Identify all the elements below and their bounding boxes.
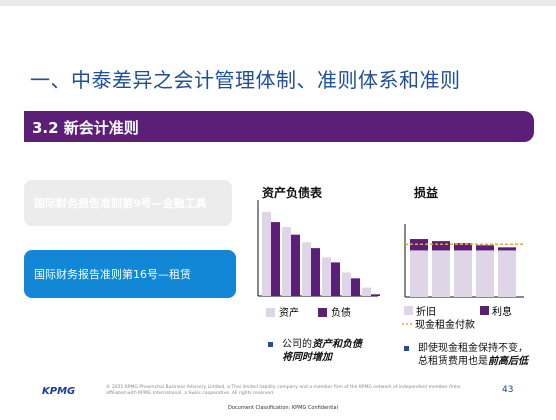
interest-bar	[498, 247, 516, 251]
interest-legend-swatch	[480, 306, 489, 315]
section-header: 3.2 新会计准则	[24, 111, 534, 142]
balance-sheet-chart	[257, 200, 380, 297]
ifrs9-label: 国际财务报告准则第9号—金融工具	[34, 197, 207, 210]
kpmg-logo: KPMG	[42, 386, 76, 397]
asset-bar	[342, 272, 351, 296]
bullet-marker	[268, 342, 273, 347]
bullet-marker	[404, 346, 409, 351]
pl-title: 损益	[414, 186, 439, 200]
copyright-note: © 2021 KPMG Phoomchai Business Advisory …	[106, 385, 461, 396]
page-number: 43	[502, 385, 514, 395]
bullet1-line2: 将同时增加	[282, 352, 332, 363]
balance-sheet-title: 资产负债表	[262, 186, 323, 200]
depreciation-bar	[498, 250, 516, 297]
liability-bar	[311, 248, 320, 296]
depreciation-bar	[410, 250, 428, 297]
depreciation-bar	[432, 250, 450, 297]
asset-bar	[282, 227, 291, 296]
bs-legend: 资产 负债	[266, 306, 351, 319]
liability-bar	[271, 222, 280, 296]
bullet-balance: 公司的资产和负债 将同时增加	[268, 338, 362, 364]
asset-bar	[322, 257, 331, 296]
ifrs16-card[interactable]: 国际财务报告准则第16号—租赁	[24, 250, 236, 298]
depreciation-legend-label: 折旧	[416, 305, 436, 318]
depreciation-legend-swatch	[404, 306, 413, 315]
top-strip	[0, 0, 556, 6]
liability-legend-label: 负债	[331, 306, 351, 319]
section-title: 3.2 新会计准则	[32, 119, 139, 137]
liability-bar	[331, 262, 340, 296]
interest-bar	[410, 239, 428, 251]
ifrs9-card[interactable]: 国际财务报告准则第9号—金融工具	[24, 180, 232, 226]
asset-bar	[262, 212, 271, 296]
bullet1-prefix: 公司的	[282, 339, 312, 350]
slide-title: 一、中泰差异之会计管理体制、准则体系和准则	[30, 68, 461, 92]
asset-legend-swatch	[266, 308, 275, 317]
ifrs16-label: 国际财务报告准则第16号—租赁	[34, 268, 191, 281]
asset-legend-label: 资产	[279, 306, 299, 319]
bullet-pl: 即使现金租金保持不变， 总租赁费用也是前高后低	[404, 342, 528, 368]
pl-chart	[404, 224, 524, 298]
interest-legend-label: 利息	[492, 305, 512, 318]
bullet2-prefix: 总租赁费用也是	[418, 356, 488, 367]
cash-rent-legend-label: 现金租金付款	[415, 318, 475, 331]
asset-bar	[302, 242, 311, 296]
liability-legend-swatch	[318, 308, 327, 317]
bullet2-emphasis: 前高后低	[488, 356, 528, 367]
liability-bar	[291, 234, 300, 296]
bullet2-line1: 即使现金租金保持不变，	[418, 343, 528, 354]
interest-bar	[454, 243, 472, 251]
document-classification: Document Classification: KPMG Confidenti…	[228, 405, 339, 411]
interest-bar	[476, 245, 494, 251]
bullet1-emphasis: 资产和负债	[312, 339, 362, 350]
liability-bar	[351, 278, 360, 296]
depreciation-bar	[454, 250, 472, 297]
pl-legend: 折旧 利息 现金租金付款	[402, 305, 512, 331]
depreciation-bar	[476, 250, 494, 297]
interest-bar	[432, 241, 450, 251]
asset-bar	[362, 287, 371, 296]
liability-bar	[371, 294, 380, 296]
